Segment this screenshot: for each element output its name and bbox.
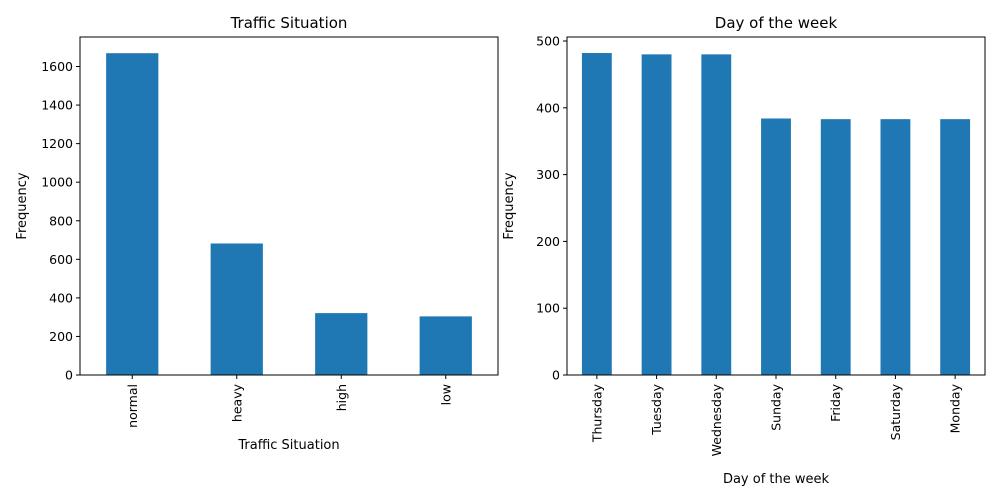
y-tick-label: 0 <box>65 368 73 383</box>
y-tick-label: 1400 <box>41 98 73 113</box>
x-tick-label: high <box>334 384 349 411</box>
y-tick-label: 1200 <box>41 136 73 151</box>
bar-saturday <box>880 119 911 376</box>
bar-low <box>419 316 472 375</box>
x-axis-label: Traffic Situation <box>237 438 339 453</box>
axes-frame <box>566 36 986 376</box>
y-tick-label: 1000 <box>41 175 73 190</box>
x-tick-label: Monday <box>948 383 963 433</box>
bar-sunday <box>761 118 791 375</box>
bar-wednesday <box>701 54 732 376</box>
axes-frame <box>79 36 499 376</box>
day-of-week-chart: Thursday Tuesday Wednesday Sunday Friday Satu… <box>502 14 986 487</box>
y-tick-label: 100 <box>536 301 560 316</box>
y-tick-label: 200 <box>536 234 560 249</box>
chart-title: Day of the week <box>715 14 838 32</box>
bar-thursday <box>581 53 612 376</box>
y-tick-label: 200 <box>49 329 73 344</box>
chart-title: Traffic Situation <box>230 14 348 32</box>
y-tick-label: 600 <box>49 252 73 267</box>
x-tick-label: Wednesday <box>709 383 724 456</box>
bar-tuesday <box>641 54 672 376</box>
x-tick-label: Sunday <box>769 383 784 430</box>
bar-monday <box>940 119 971 376</box>
x-tick-label: heavy <box>229 383 244 422</box>
x-tick-label: low <box>438 384 453 405</box>
bar-high <box>315 313 368 375</box>
y-tick-label: 1600 <box>41 59 73 74</box>
x-axis-label: Day of the week <box>723 472 830 487</box>
traffic-situation-chart: normal heavy high low 0 200 400 600 800 1000 1200 1… <box>15 14 499 453</box>
x-tick-label: Saturday <box>888 383 903 440</box>
bar-normal <box>106 53 159 376</box>
x-tick-label: Tuesday <box>649 383 664 435</box>
x-tick-label: Thursday <box>589 383 604 443</box>
y-tick-label: 400 <box>536 100 560 115</box>
y-axis-label: Frequency <box>15 172 30 239</box>
y-tick-label: 800 <box>49 213 73 228</box>
bar-heavy <box>210 243 263 375</box>
y-tick-label: 500 <box>536 34 560 49</box>
x-tick-label: normal <box>125 384 140 428</box>
x-tick-label: Friday <box>828 383 843 421</box>
y-tick-label: 0 <box>552 368 560 383</box>
y-tick-label: 400 <box>49 290 73 305</box>
bar-friday <box>820 119 851 376</box>
y-axis-label: Frequency <box>502 172 517 239</box>
y-tick-label: 300 <box>536 167 560 182</box>
